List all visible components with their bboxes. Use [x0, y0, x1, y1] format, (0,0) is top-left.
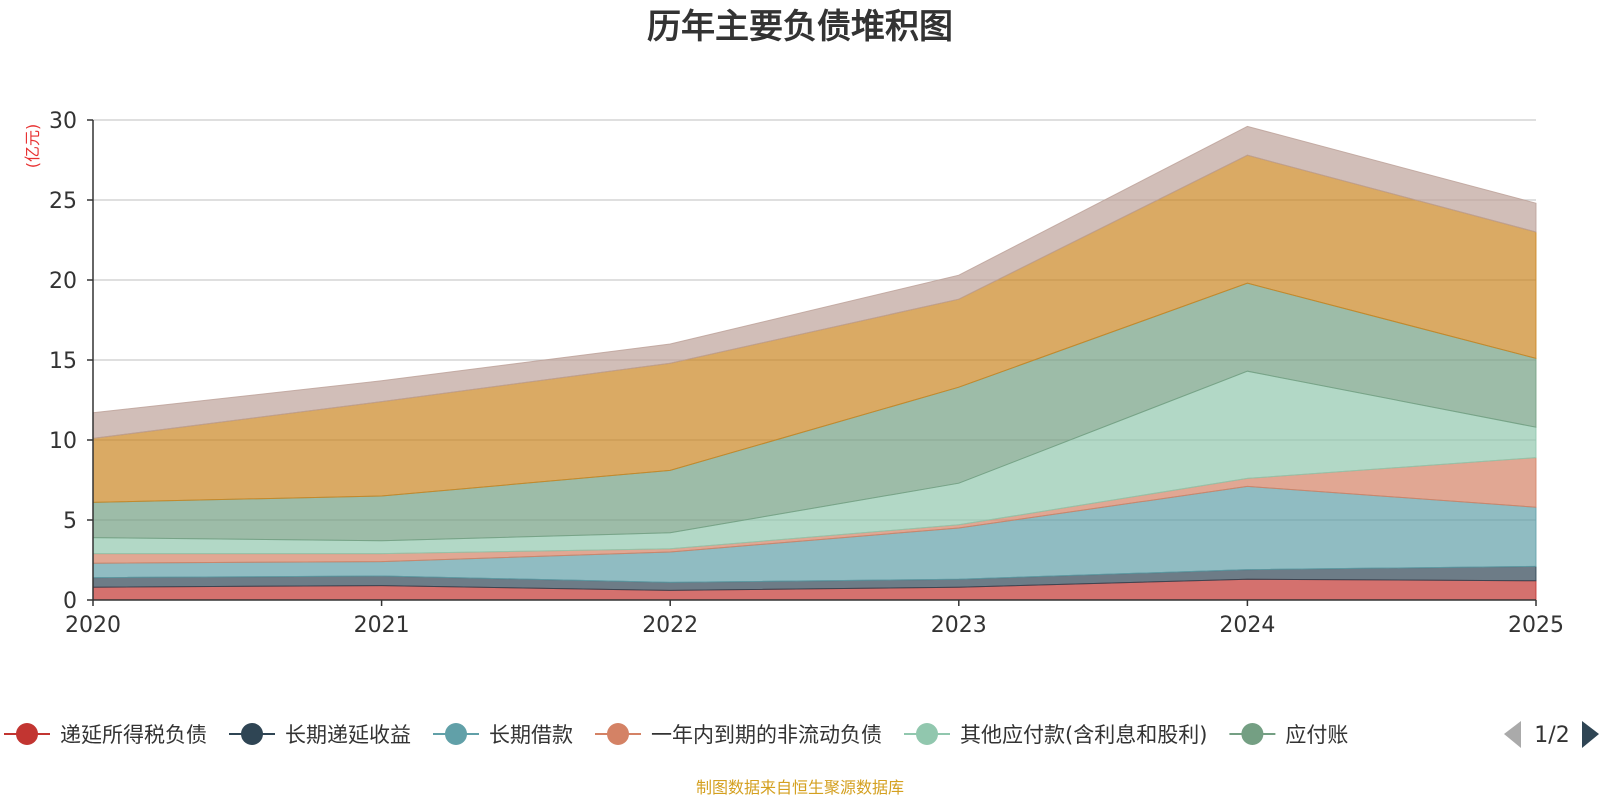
- legend-label-0: 递延所得税负债: [60, 723, 207, 747]
- x-tick-label-2022: 2022: [642, 613, 698, 638]
- data-source-note: 制图数据来自恒生聚源数据库: [696, 778, 904, 797]
- y-tick-label-30: 30: [49, 109, 77, 134]
- x-tick-label-2024: 2024: [1219, 613, 1275, 638]
- y-tick-label-0: 0: [63, 589, 77, 614]
- legend-label-2: 长期借款: [489, 723, 573, 747]
- legend-label-5: 应付账: [1285, 723, 1348, 747]
- legend[interactable]: 递延所得税负债 长期递延收益 长期借款 一年内到期的非流动负债 其他应付款(含利息和股利…: [4, 723, 1348, 747]
- x-axis-ticks: 2020 2021 2022 2023 2024 2025: [65, 600, 1564, 638]
- legend-item-3[interactable]: 一年内到期的非流动负债: [595, 723, 882, 747]
- legend-next-icon[interactable]: [1582, 721, 1599, 748]
- x-tick-label-2023: 2023: [931, 613, 987, 638]
- area-series-7[interactable]: [92, 125, 1537, 439]
- y-tick-label-25: 25: [49, 189, 77, 214]
- area-series: [92, 125, 1537, 601]
- y-tick-label-15: 15: [49, 349, 77, 374]
- legend-marker-3: [607, 723, 629, 745]
- legend-item-0[interactable]: 递延所得税负债: [4, 723, 207, 747]
- x-tick-label-2025: 2025: [1508, 613, 1564, 638]
- legend-label-3: 一年内到期的非流动负债: [651, 723, 882, 747]
- legend-item-2[interactable]: 长期借款: [433, 723, 573, 747]
- legend-pager: 1/2: [1504, 721, 1599, 748]
- x-tick-label-2020: 2020: [65, 613, 121, 638]
- legend-marker-0: [16, 723, 38, 745]
- legend-label-1: 长期递延收益: [285, 723, 411, 747]
- legend-item-1[interactable]: 长期递延收益: [229, 723, 411, 747]
- legend-label-4: 其他应付款(含利息和股利): [960, 723, 1207, 747]
- x-tick-label-2021: 2021: [354, 613, 410, 638]
- legend-marker-2: [445, 723, 467, 745]
- y-tick-label-10: 10: [49, 429, 77, 454]
- chart-title: 历年主要负债堆积图: [647, 7, 953, 47]
- legend-page-indicator: 1/2: [1534, 723, 1569, 748]
- legend-item-4[interactable]: 其他应付款(含利息和股利): [904, 723, 1207, 747]
- legend-marker-1: [241, 723, 263, 745]
- legend-marker-5: [1241, 723, 1264, 745]
- legend-item-5[interactable]: 应付账: [1229, 723, 1348, 747]
- legend-marker-4: [916, 723, 938, 745]
- y-tick-label-20: 20: [49, 269, 77, 294]
- legend-prev-icon[interactable]: [1504, 721, 1521, 748]
- y-axis-unit: (亿元): [23, 124, 42, 169]
- y-axis-ticks: 0 5 10 15 20 25 30: [49, 109, 93, 614]
- y-tick-label-5: 5: [63, 509, 77, 534]
